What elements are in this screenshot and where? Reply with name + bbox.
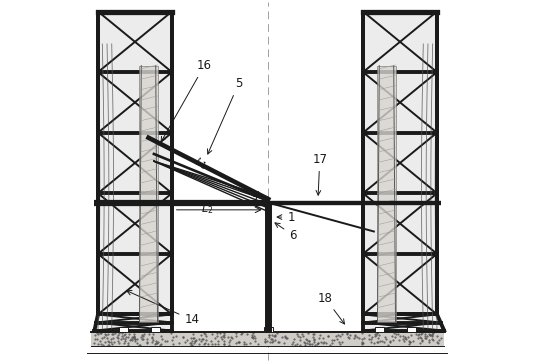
Text: 18: 18 — [318, 292, 345, 324]
Text: $L_1$: $L_1$ — [192, 155, 209, 172]
Polygon shape — [94, 315, 172, 331]
Bar — [378, 66, 395, 322]
Bar — [140, 66, 157, 322]
Polygon shape — [363, 315, 444, 331]
Bar — [119, 327, 127, 332]
Bar — [363, 12, 437, 315]
Bar — [265, 203, 271, 332]
Bar — [264, 327, 272, 332]
Bar — [375, 327, 384, 332]
Text: 6: 6 — [275, 223, 296, 241]
Bar — [91, 332, 444, 346]
Text: $\alpha$: $\alpha$ — [251, 189, 261, 199]
Text: 16: 16 — [161, 59, 212, 142]
Text: $L_2$: $L_2$ — [201, 202, 213, 216]
Text: 14: 14 — [127, 291, 199, 326]
Text: 17: 17 — [312, 153, 327, 195]
Text: 1: 1 — [277, 211, 295, 224]
Bar — [151, 327, 160, 332]
Bar — [98, 12, 172, 315]
Text: 5: 5 — [208, 77, 242, 154]
Bar — [408, 327, 416, 332]
